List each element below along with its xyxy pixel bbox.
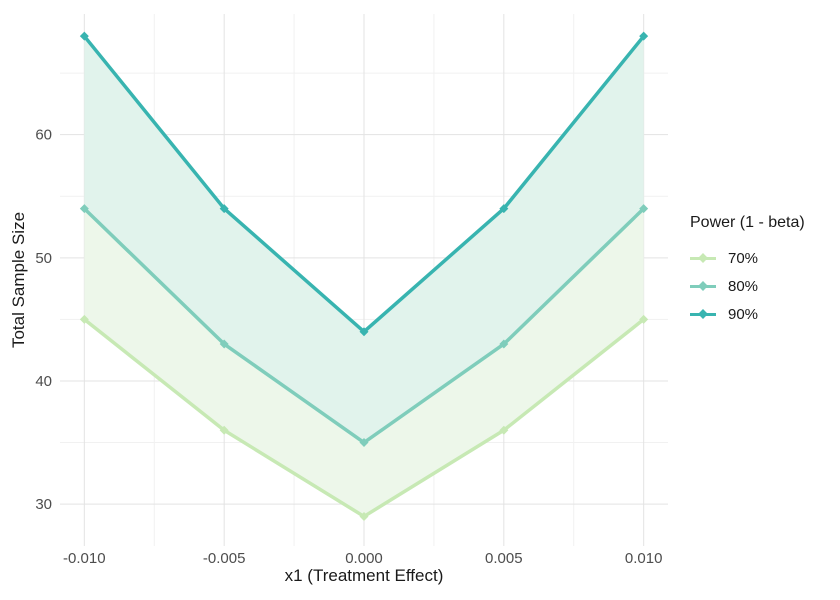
ribbon-band <box>84 208 644 517</box>
data-point-70% <box>79 314 89 324</box>
legend-label: 80% <box>728 277 759 295</box>
y-tick-label: 50 <box>35 250 52 267</box>
y-tick-label: 60 <box>35 127 52 144</box>
data-point-80% <box>79 204 89 214</box>
legend-entry-90: 90% <box>690 300 805 328</box>
data-point-90% <box>79 31 89 41</box>
x-tick-label: 0.000 <box>345 550 383 567</box>
data-point-70% <box>359 511 369 521</box>
legend-label: 90% <box>728 305 759 323</box>
data-point-80% <box>359 438 369 448</box>
data-point-90% <box>219 204 229 214</box>
y-tick-label: 30 <box>35 496 52 513</box>
data-point-80% <box>639 204 649 214</box>
legend-label: 70% <box>728 249 759 267</box>
legend-key-line-diamond-icon <box>690 281 716 292</box>
legend-key-line-diamond-icon <box>690 309 716 320</box>
data-point-80% <box>499 339 509 349</box>
x-tick-label: -0.005 <box>203 550 246 567</box>
data-point-90% <box>639 31 649 41</box>
data-point-70% <box>219 425 229 435</box>
y-axis-title: Total Sample Size <box>9 211 28 349</box>
legend-key-line-diamond-icon <box>690 253 716 264</box>
y-tick-label: 40 <box>35 373 52 390</box>
data-point-70% <box>639 314 649 324</box>
data-point-70% <box>499 425 509 435</box>
legend-entry-70: 70% <box>690 244 805 272</box>
x-tick-label: 0.010 <box>625 550 663 567</box>
x-axis-title: x1 (Treatment Effect) <box>284 566 444 585</box>
legend-title: Power (1 - beta) <box>690 214 805 231</box>
x-tick-label: 0.005 <box>485 550 523 567</box>
data-point-80% <box>219 339 229 349</box>
legend-entry-80: 80% <box>690 272 805 300</box>
legend: Power (1 - beta) 70% 80% 90% <box>690 214 805 328</box>
x-tick-label: -0.010 <box>63 550 106 567</box>
data-point-90% <box>499 204 509 214</box>
data-point-90% <box>359 327 369 337</box>
